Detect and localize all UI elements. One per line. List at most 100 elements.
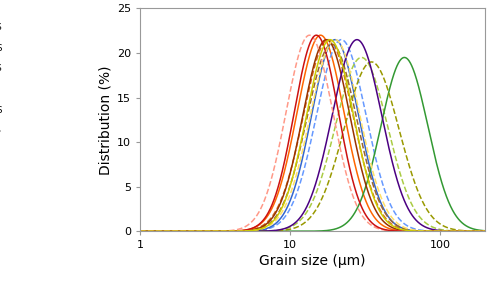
YCES (294, 219, 300, 222)
LZIS (496, 230, 500, 233)
JDES (496, 230, 500, 233)
MJIS (496, 230, 500, 233)
CIS (496, 230, 500, 233)
JDIS (92, 230, 98, 233)
LZES (294, 177, 300, 180)
YCIS (368, 60, 374, 64)
PLES (420, 230, 426, 233)
CES (327, 38, 333, 41)
LZIS (113, 230, 119, 233)
LZIS (338, 38, 344, 41)
CES (496, 230, 500, 233)
YCIS (113, 230, 119, 233)
LYES (92, 230, 98, 233)
PLES (318, 34, 324, 37)
PLIS (113, 230, 119, 233)
JDES (294, 94, 300, 97)
MJES (496, 230, 500, 233)
LYIS (496, 230, 500, 233)
JDES (420, 230, 426, 233)
LYIS (496, 230, 500, 233)
CIS (294, 169, 300, 173)
LYIS (420, 229, 426, 233)
MJIS (92, 230, 98, 233)
MJES (420, 103, 426, 106)
LYES (324, 38, 330, 41)
YCIS (294, 225, 300, 229)
CIS (420, 229, 426, 233)
JDES (314, 34, 320, 37)
JDIS (113, 230, 119, 233)
MJES (402, 56, 407, 59)
CES (92, 230, 98, 233)
YCES (284, 226, 290, 230)
YCIS (420, 201, 426, 204)
LZIS (294, 190, 300, 193)
CES (113, 230, 119, 233)
PLIS (496, 230, 500, 233)
CES (420, 230, 426, 233)
CES (294, 157, 300, 160)
MJIS (284, 227, 290, 230)
CIS (92, 230, 98, 233)
Line: CIS: CIS (95, 40, 500, 231)
PLIS (284, 184, 290, 187)
LZES (332, 38, 338, 41)
Line: PLES: PLES (95, 35, 500, 231)
Line: LYES: LYES (95, 40, 500, 231)
PLES (496, 230, 500, 233)
LZIS (496, 230, 500, 233)
PLES (294, 109, 300, 113)
MJES (284, 230, 290, 233)
X-axis label: Grain size (μm): Grain size (μm) (259, 254, 366, 268)
LYIS (92, 230, 98, 233)
LZIS (420, 229, 426, 232)
JDIS (284, 109, 290, 112)
YCIS (496, 230, 500, 233)
MJES (113, 230, 119, 233)
MJIS (496, 230, 500, 233)
YCES (113, 230, 119, 233)
PLES (92, 230, 98, 233)
JDES (113, 230, 119, 233)
MJES (294, 230, 300, 233)
JDES (92, 230, 98, 233)
LZES (113, 230, 119, 233)
PLIS (496, 230, 500, 233)
JDIS (496, 230, 500, 233)
Line: JDIS: JDIS (95, 35, 500, 231)
LYES (294, 140, 300, 144)
YCIS (92, 230, 98, 233)
LZES (284, 208, 290, 211)
YCES (354, 38, 360, 41)
YCIS (284, 228, 290, 232)
PLES (284, 162, 290, 165)
LYES (496, 230, 500, 233)
MJIS (113, 230, 119, 233)
Line: JDES: JDES (95, 35, 500, 231)
LYES (420, 230, 426, 233)
JDES (284, 151, 290, 155)
LZES (92, 230, 98, 233)
CES (284, 196, 290, 199)
MJIS (420, 219, 426, 222)
Line: CES: CES (95, 40, 500, 231)
MJIS (294, 221, 300, 224)
MJES (92, 230, 98, 233)
PLIS (92, 230, 98, 233)
Line: YCES: YCES (95, 40, 500, 231)
YCES (420, 224, 426, 228)
YCES (496, 230, 500, 233)
CIS (332, 38, 338, 41)
LZIS (92, 230, 98, 233)
LYES (113, 230, 119, 233)
CES (496, 230, 500, 233)
LYIS (113, 230, 119, 233)
Line: MJES: MJES (95, 58, 500, 231)
PLIS (325, 38, 331, 41)
Line: YCIS: YCIS (95, 62, 500, 231)
PLIS (420, 230, 426, 233)
LYIS (284, 195, 290, 198)
Line: MJIS: MJIS (95, 58, 500, 231)
Legend: PLIS, PLES, LZIS, LZES, MJIS, MJES, LYIS, LYES, YCIS, YCES, JDIS, JDES, CIS, CES: PLIS, PLES, LZIS, LZES, MJIS, MJES, LYIS… (0, 11, 4, 158)
